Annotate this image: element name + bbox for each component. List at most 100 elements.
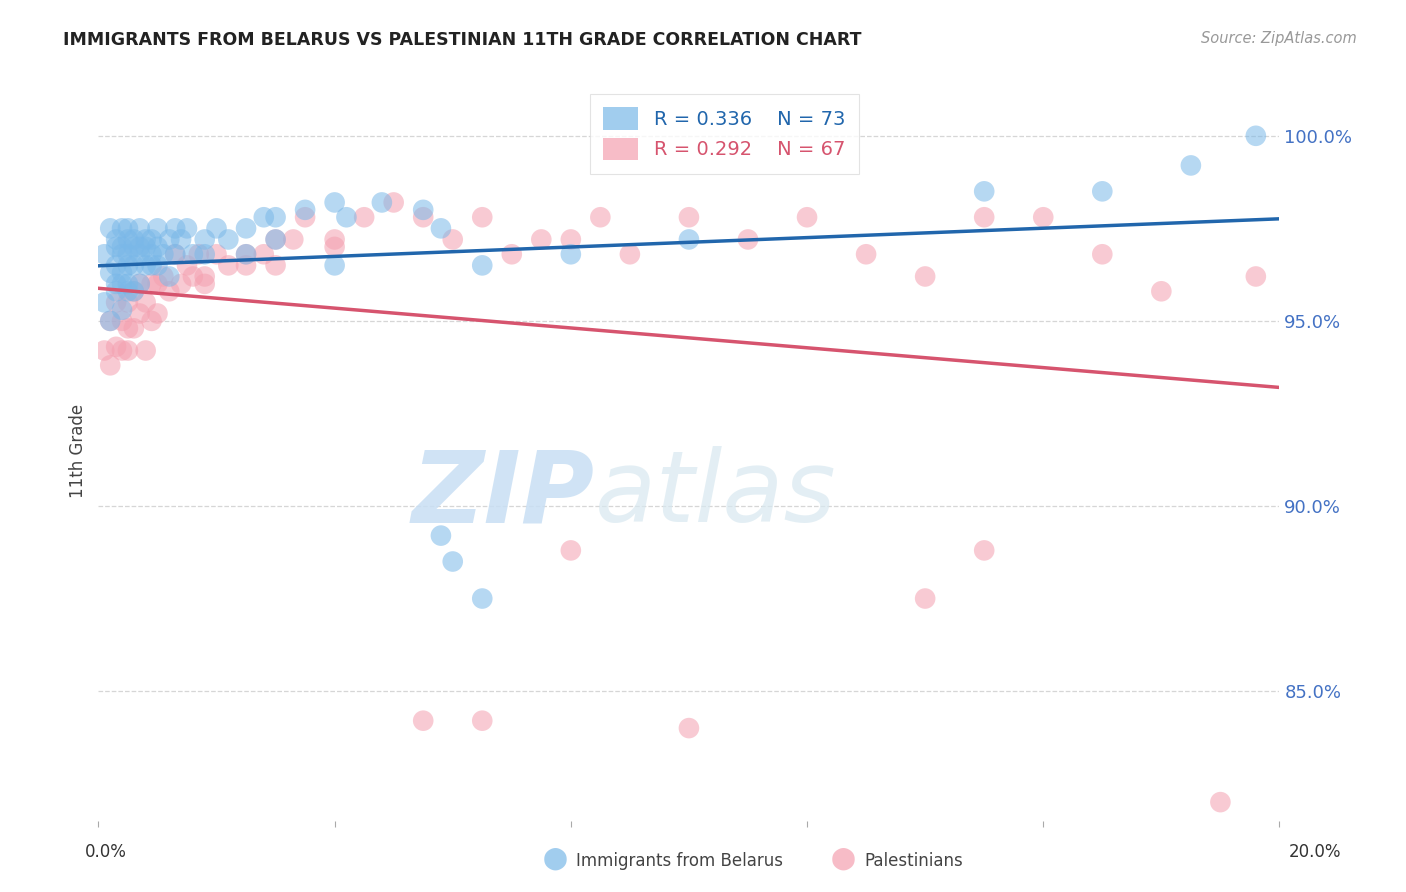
Point — [117, 247, 139, 261]
Point — [165, 247, 187, 261]
Point — [98, 314, 121, 328]
Point — [194, 232, 217, 246]
Point — [264, 258, 287, 272]
Point — [128, 277, 150, 291]
Point — [973, 543, 995, 558]
Point — [98, 221, 121, 235]
Point — [141, 314, 163, 328]
Text: Immigrants from Belarus: Immigrants from Belarus — [576, 852, 783, 870]
Point — [117, 285, 139, 299]
Point — [217, 258, 239, 272]
Text: 20.0%: 20.0% — [1288, 843, 1341, 861]
Point — [205, 247, 228, 261]
Point — [371, 195, 394, 210]
Point — [111, 277, 134, 291]
Point — [105, 232, 128, 246]
Point — [141, 258, 163, 272]
Point — [98, 314, 121, 328]
Point — [122, 285, 145, 299]
Point — [152, 269, 174, 284]
Point — [914, 591, 936, 606]
Point — [122, 258, 145, 272]
Point — [323, 258, 346, 272]
Point — [128, 247, 150, 261]
Point — [412, 714, 434, 728]
Point — [264, 232, 287, 246]
Point — [796, 211, 818, 225]
Point — [382, 195, 405, 210]
Point — [111, 221, 134, 235]
Point — [105, 258, 128, 272]
Point — [93, 295, 115, 310]
Point — [152, 247, 174, 261]
Point — [294, 211, 316, 225]
Text: ⬤: ⬤ — [543, 847, 568, 870]
Point — [335, 211, 357, 225]
Text: ZIP: ZIP — [412, 446, 595, 543]
Point — [181, 247, 204, 261]
Point — [135, 232, 157, 246]
Point — [737, 232, 759, 246]
Point — [1244, 128, 1267, 143]
Point — [146, 306, 169, 320]
Point — [117, 343, 139, 358]
Point — [111, 302, 134, 317]
Point — [98, 266, 121, 280]
Point — [471, 714, 494, 728]
Point — [146, 277, 169, 291]
Legend: R = 0.336    N = 73, R = 0.292    N = 67: R = 0.336 N = 73, R = 0.292 N = 67 — [589, 94, 859, 174]
Point — [441, 232, 464, 246]
Point — [111, 314, 134, 328]
Point — [135, 240, 157, 254]
Point — [117, 221, 139, 235]
Point — [205, 221, 228, 235]
Point — [117, 277, 139, 291]
Point — [117, 258, 139, 272]
Point — [111, 240, 134, 254]
Point — [264, 211, 287, 225]
Point — [235, 258, 257, 272]
Point — [111, 266, 134, 280]
Point — [111, 247, 134, 261]
Point — [105, 295, 128, 310]
Point — [430, 528, 453, 542]
Point — [93, 343, 115, 358]
Point — [135, 295, 157, 310]
Point — [146, 240, 169, 254]
Point — [141, 232, 163, 246]
Point — [253, 211, 276, 225]
Point — [176, 258, 198, 272]
Point — [283, 232, 305, 246]
Point — [122, 321, 145, 335]
Point — [165, 221, 187, 235]
Point — [1091, 247, 1114, 261]
Point — [973, 184, 995, 198]
Point — [135, 343, 157, 358]
Point — [187, 247, 209, 261]
Point — [1209, 795, 1232, 809]
Point — [122, 232, 145, 246]
Point — [560, 543, 582, 558]
Point — [128, 277, 150, 291]
Text: 0.0%: 0.0% — [84, 843, 127, 861]
Point — [128, 240, 150, 254]
Point — [678, 721, 700, 735]
Point — [157, 232, 180, 246]
Point — [135, 258, 157, 272]
Point — [264, 232, 287, 246]
Point — [122, 285, 145, 299]
Point — [430, 221, 453, 235]
Point — [1244, 269, 1267, 284]
Point — [235, 247, 257, 261]
Point — [1091, 184, 1114, 198]
Text: IMMIGRANTS FROM BELARUS VS PALESTINIAN 11TH GRADE CORRELATION CHART: IMMIGRANTS FROM BELARUS VS PALESTINIAN 1… — [63, 31, 862, 49]
Point — [194, 247, 217, 261]
Point — [530, 232, 553, 246]
Point — [141, 247, 163, 261]
Point — [560, 247, 582, 261]
Point — [117, 232, 139, 246]
Point — [1150, 285, 1173, 299]
Point — [128, 221, 150, 235]
Point — [122, 240, 145, 254]
Point — [323, 240, 346, 254]
